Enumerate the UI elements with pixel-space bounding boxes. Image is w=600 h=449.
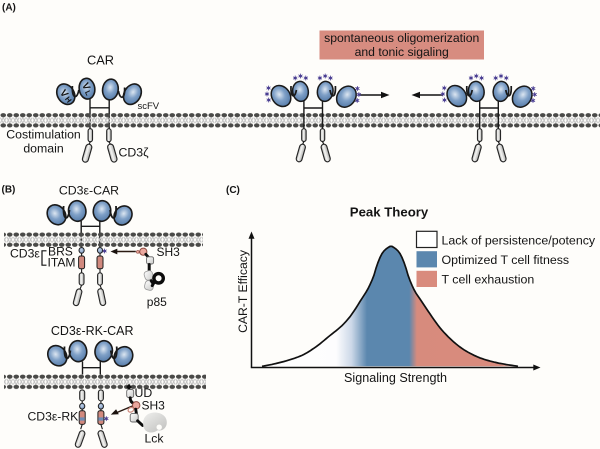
svg-text:BRS: BRS (48, 245, 73, 259)
svg-text:V: V (79, 81, 92, 92)
svg-text:CAR-T Efficacy: CAR-T Efficacy (236, 249, 250, 333)
svg-text:T cell exhaustion: T cell exhaustion (442, 273, 535, 287)
svg-text:scFV: scFV (138, 101, 160, 112)
svg-text:L: L (83, 89, 93, 97)
svg-text:CD3ε-CAR: CD3ε-CAR (59, 183, 119, 197)
svg-text:CD3ε: CD3ε (10, 247, 40, 261)
svg-text:CD3ζ: CD3ζ (119, 146, 150, 160)
svg-text:spontaneous oligomerization: spontaneous oligomerization (324, 31, 479, 45)
svg-text:Costimulation: Costimulation (6, 128, 81, 142)
svg-text:UD: UD (135, 386, 153, 400)
svg-text:Lck: Lck (145, 432, 165, 446)
svg-text:CAR: CAR (87, 53, 114, 68)
svg-text:CD3ε-RK: CD3ε-RK (27, 410, 78, 424)
svg-text:Optimized T cell fitness: Optimized T cell fitness (442, 253, 570, 267)
svg-text:Peak Theory: Peak Theory (350, 204, 429, 219)
svg-text:and tonic sigaling: and tonic sigaling (355, 45, 449, 59)
svg-text:(B): (B) (2, 185, 16, 196)
svg-text:(A): (A) (2, 3, 16, 14)
svg-text:p85: p85 (147, 295, 167, 309)
svg-text:(C): (C) (226, 185, 240, 196)
svg-text:CD3ε-RK-CAR: CD3ε-RK-CAR (51, 324, 134, 338)
svg-text:Signaling Strength: Signaling Strength (344, 371, 447, 385)
svg-text:H: H (63, 95, 73, 105)
svg-text:SH3: SH3 (142, 399, 166, 413)
svg-text:domain: domain (23, 142, 63, 156)
svg-text:ITAM: ITAM (48, 256, 76, 270)
svg-text:Lack of persistence/potency: Lack of persistence/potency (442, 234, 596, 248)
svg-text:SH3: SH3 (157, 245, 181, 259)
